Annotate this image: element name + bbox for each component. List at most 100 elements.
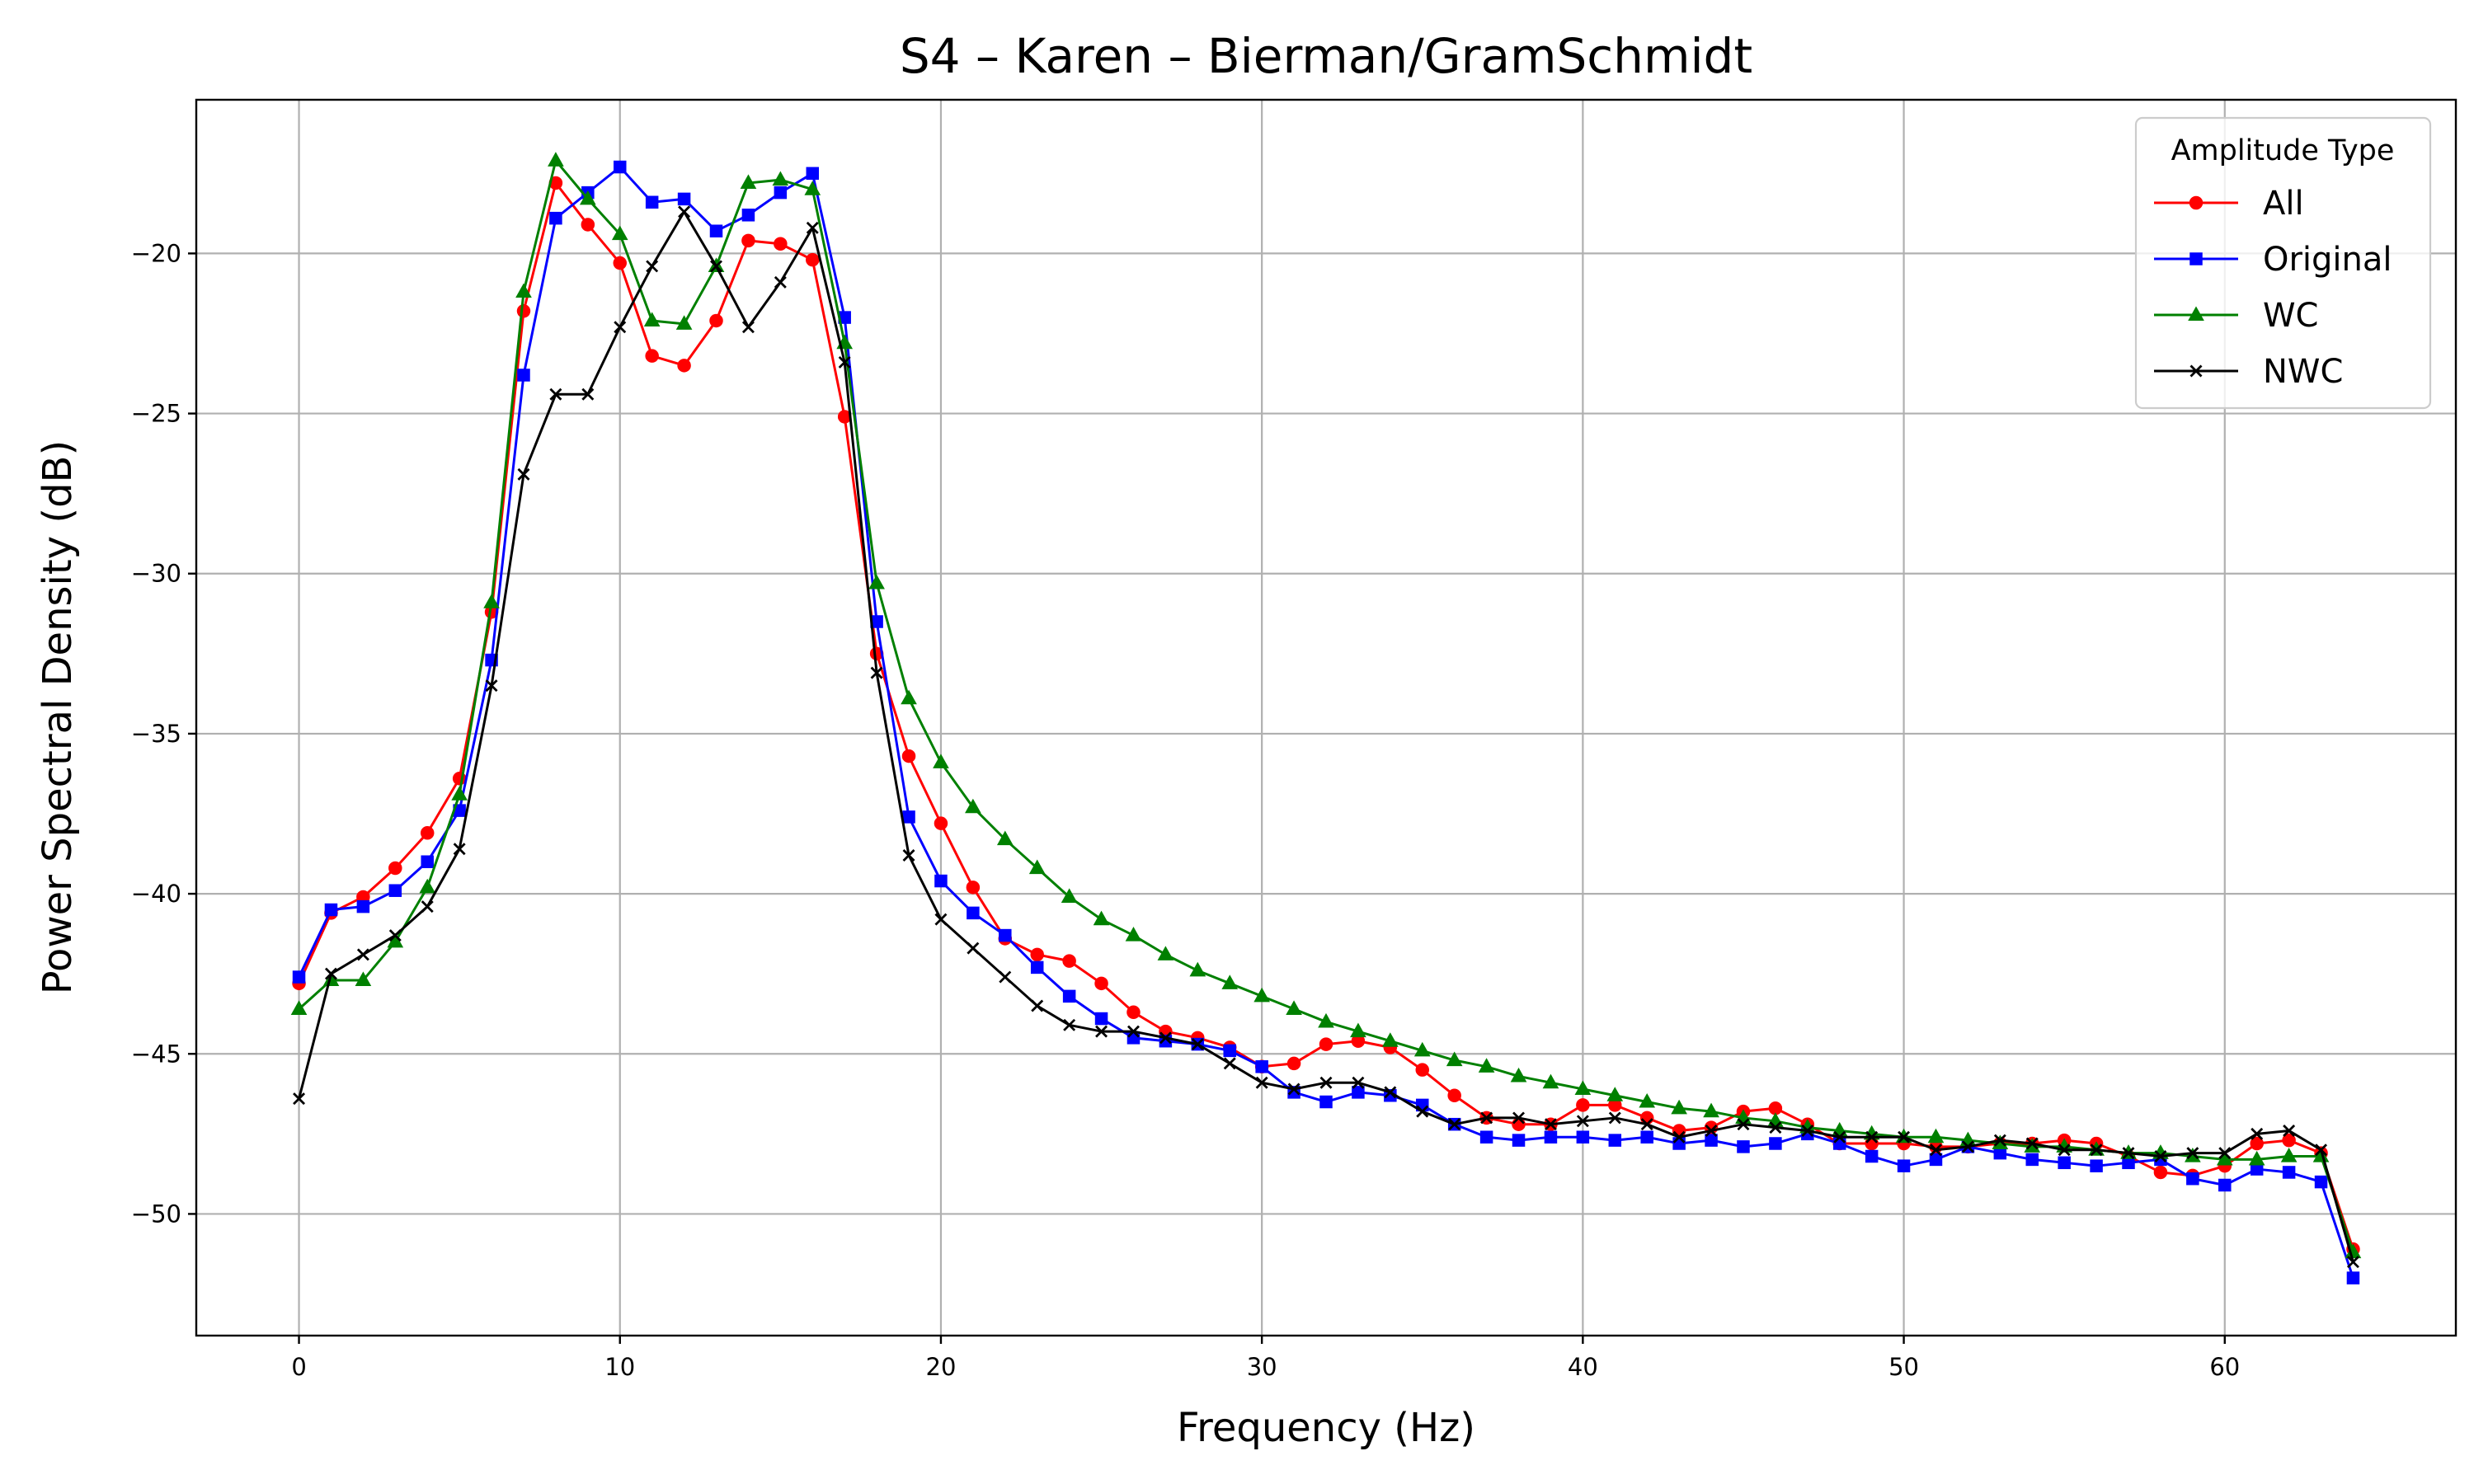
data-point-wc	[675, 315, 693, 330]
data-point-wc	[965, 798, 981, 814]
data-point-original	[2058, 1156, 2071, 1170]
data-point-original	[1769, 1137, 1782, 1150]
data-point-nwc	[1159, 1031, 1172, 1045]
x-axis-label: Frequency (Hz)	[1177, 1405, 1475, 1451]
data-point-nwc	[2025, 1137, 2039, 1150]
data-point-all	[677, 359, 691, 373]
data-point-nwc	[2058, 1144, 2071, 1157]
x-tick-label: 60	[2209, 1353, 2240, 1381]
x-tick-label: 20	[926, 1353, 957, 1381]
data-point-all	[420, 826, 435, 840]
y-tick-label: −30	[131, 560, 181, 588]
data-point-original	[1897, 1159, 1911, 1172]
data-point-wc	[1671, 1099, 1687, 1115]
data-point-all	[1447, 1088, 1461, 1102]
data-point-original	[1737, 1140, 1750, 1153]
data-point-nwc	[1384, 1086, 1397, 1099]
data-point-nwc	[1930, 1144, 1942, 1157]
data-point-wc	[290, 1000, 308, 1015]
data-point-wc	[355, 971, 372, 986]
data-point-original	[1512, 1134, 1526, 1147]
data-point-wc	[483, 594, 500, 608]
data-point-nwc	[517, 467, 530, 481]
data-point-wc	[1574, 1080, 1592, 1096]
data-point-wc	[1703, 1102, 1719, 1118]
x-tick-label: 40	[1568, 1353, 1598, 1381]
legend-label-all: All	[2263, 185, 2304, 223]
data-point-original	[2090, 1159, 2103, 1172]
data-point-original	[517, 369, 530, 382]
data-point-nwc	[1223, 1057, 1236, 1070]
data-point-nwc	[1737, 1118, 1750, 1131]
data-point-wc	[1927, 1128, 1945, 1144]
data-point-nwc	[741, 321, 755, 334]
legend-marker-wc	[2188, 306, 2204, 322]
data-point-nwc	[1031, 999, 1044, 1012]
data-point-nwc	[1191, 1038, 1204, 1051]
data-point-all	[2250, 1136, 2264, 1151]
data-point-original	[1705, 1134, 1718, 1147]
data-point-nwc	[388, 929, 402, 942]
data-point-wc	[804, 181, 821, 195]
data-point-nwc	[902, 849, 915, 862]
legend-item-nwc: NWC	[2154, 353, 2343, 391]
data-series	[290, 152, 2362, 1284]
data-point-original	[292, 970, 306, 984]
data-point-original	[1672, 1137, 1686, 1150]
data-point-original	[1479, 1130, 1493, 1144]
data-point-all	[1415, 1063, 1430, 1077]
data-point-original	[356, 899, 370, 913]
data-point-wc	[1286, 1000, 1302, 1015]
data-point-original	[2025, 1153, 2039, 1167]
data-point-original	[967, 906, 980, 920]
data-point-all	[1094, 976, 1108, 991]
data-point-all	[1062, 954, 1076, 968]
data-point-nwc	[1063, 1018, 1076, 1031]
data-point-nwc	[2346, 1256, 2359, 1269]
data-point-original	[774, 186, 788, 200]
data-point-nwc	[838, 355, 851, 369]
data-point-original	[741, 209, 755, 222]
x-tick-label: 50	[1888, 1353, 1919, 1381]
data-point-wc	[1221, 974, 1239, 989]
data-point-all	[1126, 1005, 1141, 1020]
data-point-original	[324, 903, 338, 917]
data-point-nwc	[1769, 1121, 1782, 1134]
x-tick-label: 0	[291, 1353, 306, 1381]
data-point-original	[806, 167, 820, 181]
data-point-wc	[1413, 1041, 1431, 1057]
data-point-original	[1544, 1130, 1558, 1144]
data-point-wc	[1382, 1032, 1399, 1047]
data-point-original	[677, 192, 691, 206]
data-point-nwc	[2186, 1147, 2199, 1160]
data-point-all	[1030, 947, 1044, 962]
data-point-wc	[387, 932, 404, 948]
data-point-original	[1352, 1086, 1365, 1099]
data-point-nwc	[356, 948, 369, 961]
x-tick-label: 10	[604, 1353, 635, 1381]
legend-label-wc: WC	[2263, 297, 2318, 335]
data-point-wc	[996, 830, 1014, 846]
data-point-wc	[2280, 1147, 2298, 1162]
data-point-original	[2218, 1178, 2232, 1192]
data-point-nwc	[2315, 1144, 2328, 1157]
data-point-nwc	[485, 679, 498, 693]
data-point-wc	[2248, 1150, 2265, 1166]
data-point-original	[934, 874, 948, 888]
legend: Amplitude Type All Original WC NWC	[2134, 116, 2432, 410]
data-point-all	[613, 256, 627, 270]
data-point-nwc	[1640, 1118, 1653, 1131]
data-point-wc	[1318, 1012, 1334, 1028]
data-point-wc	[1157, 946, 1174, 960]
data-point-wc	[1189, 961, 1206, 977]
data-point-nwc	[1448, 1118, 1461, 1131]
data-point-nwc	[1961, 1140, 1974, 1153]
data-point-original	[2282, 1166, 2296, 1179]
data-point-wc	[1606, 1087, 1624, 1101]
legend-title: Amplitude Type	[2171, 134, 2395, 167]
data-point-nwc	[2283, 1124, 2296, 1137]
data-point-nwc	[646, 260, 659, 273]
data-point-nwc	[806, 221, 819, 234]
data-point-all	[2153, 1165, 2168, 1180]
